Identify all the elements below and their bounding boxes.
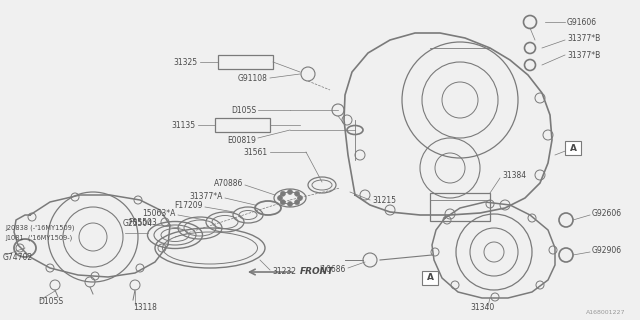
Circle shape <box>294 200 300 205</box>
Text: D105S: D105S <box>38 298 63 307</box>
Text: G91108: G91108 <box>238 74 268 83</box>
Text: 31377*B: 31377*B <box>567 51 600 60</box>
Text: F05503: F05503 <box>128 218 157 227</box>
Text: G74702: G74702 <box>3 253 33 262</box>
Text: 31377*B: 31377*B <box>567 34 600 43</box>
FancyBboxPatch shape <box>565 141 581 155</box>
Circle shape <box>287 189 292 195</box>
Text: E00819: E00819 <box>227 135 256 145</box>
Text: 31384: 31384 <box>502 171 526 180</box>
Text: D105S: D105S <box>231 106 256 115</box>
Text: A: A <box>570 143 577 153</box>
Text: 13118: 13118 <box>133 303 157 313</box>
Text: G92606: G92606 <box>592 209 622 218</box>
Text: J1081  ('16MY1509-): J1081 ('16MY1509-) <box>5 235 72 241</box>
Text: A70886: A70886 <box>214 179 243 188</box>
Text: 31135: 31135 <box>172 121 196 130</box>
Text: F17209: F17209 <box>175 201 203 210</box>
Text: 31561: 31561 <box>244 148 268 156</box>
Circle shape <box>294 191 300 196</box>
Text: 31232: 31232 <box>272 268 296 276</box>
Text: 31340: 31340 <box>470 303 494 313</box>
Text: FRONT: FRONT <box>300 268 334 276</box>
Text: A: A <box>426 274 433 283</box>
Circle shape <box>278 196 282 201</box>
Text: 31325: 31325 <box>174 58 198 67</box>
Text: G91606: G91606 <box>567 18 597 27</box>
Text: J20838 (-'16MY1509): J20838 (-'16MY1509) <box>5 225 74 231</box>
Circle shape <box>298 196 303 201</box>
Circle shape <box>280 191 285 196</box>
Text: J10686: J10686 <box>319 266 346 275</box>
Circle shape <box>280 200 285 205</box>
Text: G92906: G92906 <box>592 245 622 254</box>
Text: G25504: G25504 <box>123 219 153 228</box>
Text: 15063*A: 15063*A <box>143 209 176 218</box>
Text: A168001227: A168001227 <box>586 309 625 315</box>
FancyBboxPatch shape <box>422 271 438 285</box>
Circle shape <box>287 202 292 206</box>
Text: 31377*A: 31377*A <box>189 191 223 201</box>
Text: 31215: 31215 <box>372 196 396 204</box>
